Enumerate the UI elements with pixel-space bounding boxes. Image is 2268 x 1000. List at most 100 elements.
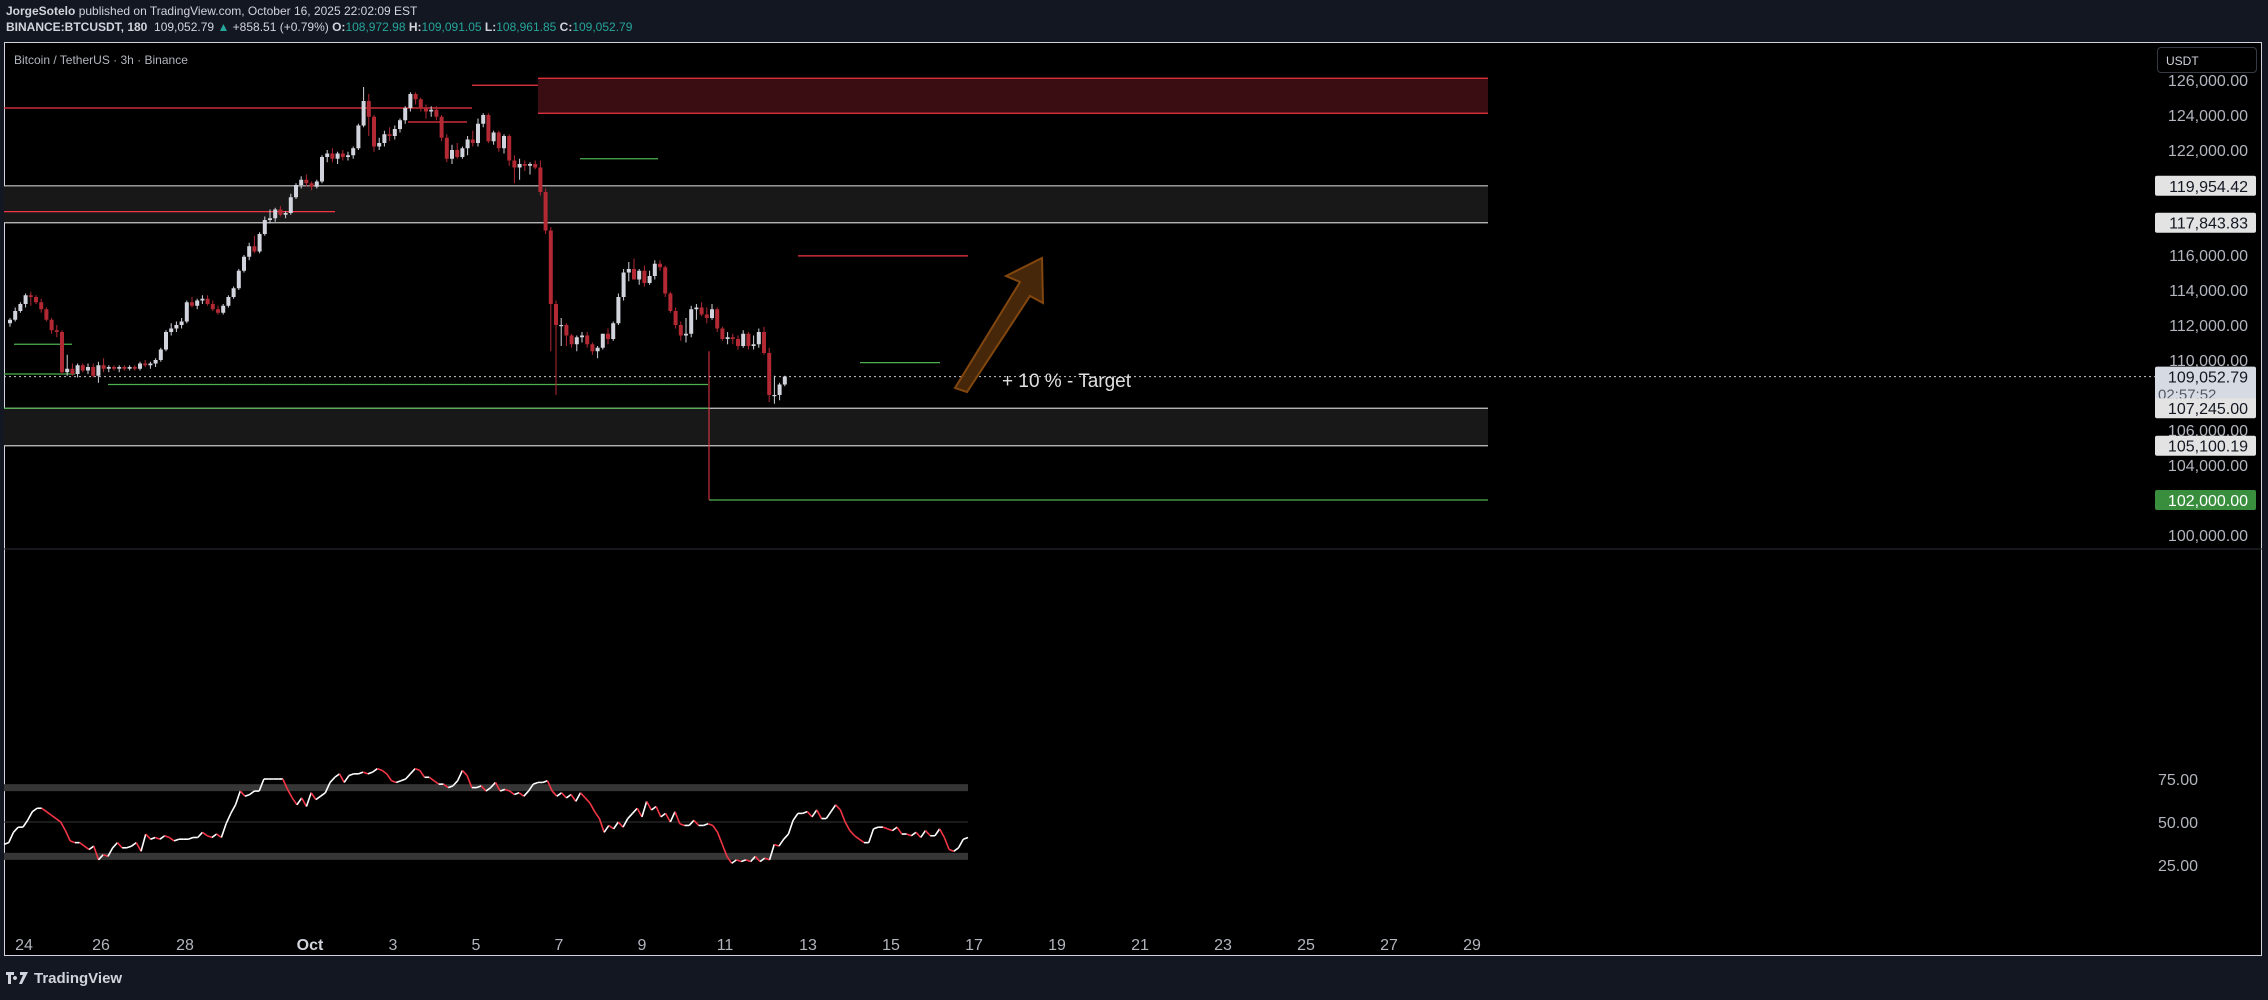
candle-bearish xyxy=(736,339,740,346)
rsi-line-segment xyxy=(594,811,601,820)
candle-bullish xyxy=(398,120,402,129)
candle-bullish xyxy=(361,101,366,126)
price-badge-level xyxy=(2155,175,2256,196)
time-tick-label: 7 xyxy=(555,937,564,954)
rsi-line-segment xyxy=(688,819,695,826)
rsi-line-segment xyxy=(291,797,298,806)
candle-bullish xyxy=(221,305,226,313)
rsi-line-segment xyxy=(891,826,898,832)
candle-bullish xyxy=(710,309,714,318)
rsi-line-segment xyxy=(839,809,846,823)
price-badge-level xyxy=(2155,212,2256,233)
rsi-line-segment xyxy=(329,776,336,783)
candle-bearish xyxy=(278,209,283,215)
candle-bearish xyxy=(28,295,33,297)
rsi-line-segment xyxy=(301,797,308,807)
rsi-line-segment xyxy=(97,854,104,861)
candle-bullish xyxy=(429,109,434,112)
candle-bullish xyxy=(600,333,605,348)
candle-bearish xyxy=(762,332,766,353)
candle-bullish xyxy=(174,325,179,329)
rsi-line-segment xyxy=(395,779,402,784)
candle-bearish xyxy=(44,309,49,320)
rsi-line-segment xyxy=(461,769,468,777)
rsi-line-segment xyxy=(173,838,180,842)
time-tick-label: 3 xyxy=(389,937,398,954)
time-tick-label: 11 xyxy=(717,937,734,954)
candle-bullish xyxy=(756,332,761,345)
rsi-line-segment xyxy=(768,844,776,861)
rsi-line-segment xyxy=(3,841,9,846)
candle-bullish xyxy=(777,384,782,395)
candle-bearish xyxy=(486,115,491,142)
time-tick-label: Oct xyxy=(297,937,324,954)
candle-bullish xyxy=(117,367,122,369)
tradingview-brand[interactable]: TradingView xyxy=(6,970,122,987)
target-annotation-text[interactable]: + 10 % - Target xyxy=(1002,371,1132,392)
candle-bearish xyxy=(34,297,38,303)
currency-selector-button[interactable]: USDT xyxy=(2157,47,2257,73)
candle-bullish xyxy=(517,164,522,168)
rsi-line-segment xyxy=(348,773,354,777)
candle-bearish xyxy=(507,136,512,161)
supply-zone[interactable] xyxy=(538,78,1488,114)
candle-bearish xyxy=(554,304,558,325)
candle-bullish xyxy=(96,365,101,376)
rsi-line-segment xyxy=(627,812,634,820)
rsi-line-segment xyxy=(83,845,90,851)
rsi-line-segment xyxy=(409,768,416,775)
candle-bearish xyxy=(340,153,345,157)
candle-bullish xyxy=(262,220,267,234)
rsi-line-segment xyxy=(603,824,610,833)
candle-bullish xyxy=(559,325,564,327)
candle-bearish xyxy=(746,333,751,346)
candle-bearish xyxy=(122,367,127,369)
author-name[interactable]: JorgeSotelo xyxy=(6,4,76,18)
arrow-up-icon[interactable] xyxy=(953,256,1045,394)
rsi-line-segment xyxy=(754,855,761,863)
candle-bullish xyxy=(621,272,626,297)
rsi-line-segment xyxy=(315,795,322,801)
resistance-zone[interactable] xyxy=(4,185,1488,223)
rsi-line-segment xyxy=(126,845,132,849)
candle-bearish xyxy=(101,365,106,369)
rsi-line-segment xyxy=(140,833,147,852)
rsi-line-segment xyxy=(906,833,912,837)
candle-bullish xyxy=(356,125,361,149)
rsi-line-segment xyxy=(811,809,818,818)
candle-bearish xyxy=(585,335,590,345)
rsi-line-segment xyxy=(405,773,411,780)
candle-bullish xyxy=(528,164,532,166)
candle-bullish xyxy=(138,363,142,369)
candle-bullish xyxy=(325,153,330,157)
time-tick-label: 28 xyxy=(176,937,194,954)
rsi-line-segment xyxy=(712,824,719,833)
candle-bullish xyxy=(288,197,293,213)
candle-bullish xyxy=(200,298,205,301)
published-text: published on TradingView.com, October 16… xyxy=(78,4,418,18)
time-tick-label: 17 xyxy=(965,937,983,954)
candle-bearish xyxy=(533,164,538,168)
candle-bearish xyxy=(590,344,595,352)
rsi-line-segment xyxy=(518,792,525,797)
rsi-line-segment xyxy=(792,812,799,821)
rsi-line-segment xyxy=(234,790,242,806)
rsi-line-segment xyxy=(55,817,62,823)
price-tick-label: 110,000.00 xyxy=(2169,353,2248,370)
candle-bearish xyxy=(632,269,636,280)
symbol-line: BINANCE:BTCUSDT, 180 xyxy=(6,20,148,34)
rsi-line-segment xyxy=(93,845,100,861)
support-zone[interactable] xyxy=(4,408,1488,446)
rsi-line-segment xyxy=(88,845,95,851)
low-label: L: xyxy=(484,20,497,34)
candle-bullish xyxy=(86,367,90,371)
rsi-line-segment xyxy=(131,841,137,847)
candle-bearish xyxy=(512,160,517,168)
rsi-line-segment xyxy=(504,788,510,792)
rsi-line-segment xyxy=(920,830,927,838)
candle-bearish xyxy=(216,309,220,313)
candle-bullish xyxy=(595,347,600,352)
rsi-line-segment xyxy=(211,833,218,839)
candle-bearish xyxy=(366,101,371,117)
